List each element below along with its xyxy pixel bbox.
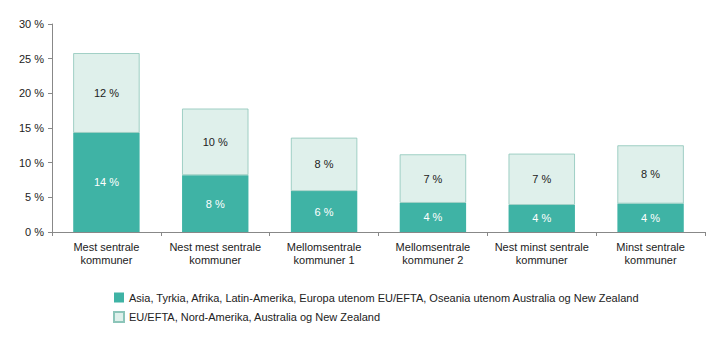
svg-text:25 %: 25 % xyxy=(19,53,44,65)
svg-text:kommuner: kommuner xyxy=(625,254,677,266)
svg-text:Mellomsentrale: Mellomsentrale xyxy=(396,241,471,253)
svg-text:Nest minst sentrale: Nest minst sentrale xyxy=(495,241,589,253)
svg-text:30 %: 30 % xyxy=(19,18,44,30)
svg-text:10 %: 10 % xyxy=(19,157,44,169)
svg-text:12 %: 12 % xyxy=(94,87,119,99)
svg-text:kommuner: kommuner xyxy=(189,254,241,266)
svg-text:kommuner 2: kommuner 2 xyxy=(402,254,463,266)
svg-text:5 %: 5 % xyxy=(25,191,44,203)
svg-text:Mellomsentrale: Mellomsentrale xyxy=(287,241,362,253)
svg-text:EU/EFTA, Nord-Amerika, Austral: EU/EFTA, Nord-Amerika, Australia og New … xyxy=(129,311,380,323)
svg-text:10 %: 10 % xyxy=(203,136,228,148)
svg-text:kommuner: kommuner xyxy=(516,254,568,266)
svg-text:4 %: 4 % xyxy=(641,212,660,224)
svg-text:15 %: 15 % xyxy=(19,122,44,134)
svg-text:6 %: 6 % xyxy=(315,206,334,218)
svg-text:8 %: 8 % xyxy=(641,168,660,180)
svg-text:kommuner: kommuner xyxy=(80,254,132,266)
svg-text:4 %: 4 % xyxy=(423,211,442,223)
svg-text:14 %: 14 % xyxy=(94,176,119,188)
svg-text:8 %: 8 % xyxy=(206,198,225,210)
svg-text:Mest sentrale: Mest sentrale xyxy=(73,241,139,253)
svg-text:7 %: 7 % xyxy=(532,173,551,185)
svg-text:20 %: 20 % xyxy=(19,87,44,99)
svg-text:8 %: 8 % xyxy=(315,158,334,170)
svg-text:4 %: 4 % xyxy=(532,212,551,224)
svg-text:Asia, Tyrkia, Afrika, Latin-Am: Asia, Tyrkia, Afrika, Latin-Amerika, Eur… xyxy=(129,292,639,304)
svg-text:Minst sentrale: Minst sentrale xyxy=(616,241,684,253)
svg-text:0 %: 0 % xyxy=(25,226,44,238)
svg-text:7 %: 7 % xyxy=(423,173,442,185)
svg-text:Nest mest sentrale: Nest mest sentrale xyxy=(169,241,261,253)
svg-text:kommuner 1: kommuner 1 xyxy=(294,254,355,266)
